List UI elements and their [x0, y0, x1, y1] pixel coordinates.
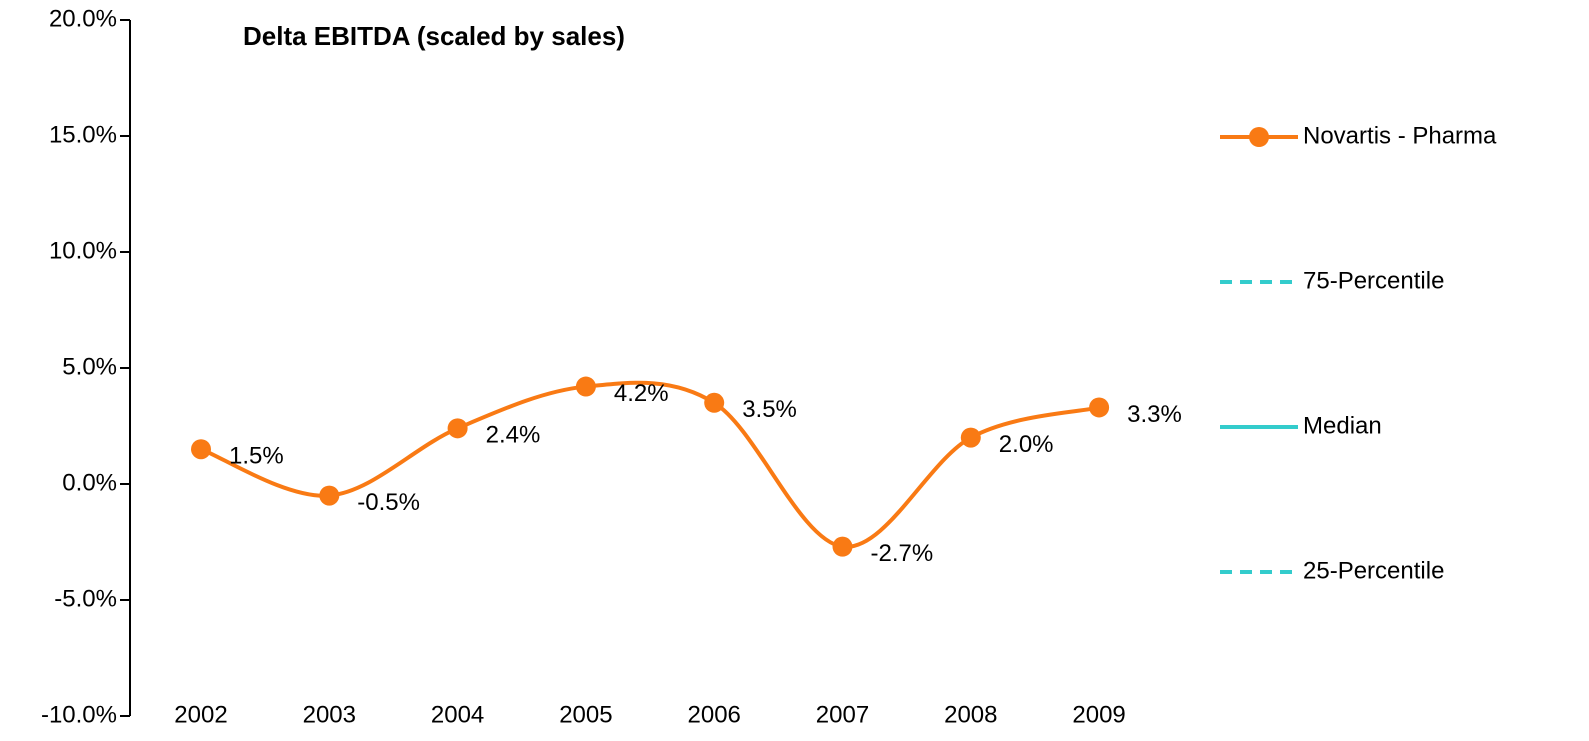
data-label: 3.5%: [742, 396, 797, 423]
y-tick-label: -10.0%: [41, 701, 117, 728]
data-point: [319, 485, 340, 506]
legend-label: Novartis - Pharma: [1303, 122, 1497, 149]
data-point: [704, 392, 725, 413]
legend-marker: [1249, 127, 1269, 147]
y-tick-label: 20.0%: [49, 5, 117, 32]
data-label: 2.4%: [486, 422, 541, 449]
data-point: [960, 427, 981, 448]
data-label: 1.5%: [229, 443, 284, 470]
data-point: [1089, 397, 1110, 418]
x-tick-label: 2007: [816, 701, 869, 728]
legend-label: Median: [1303, 412, 1382, 439]
data-point: [832, 536, 853, 557]
y-tick-label: 0.0%: [62, 469, 117, 496]
data-point: [191, 439, 211, 460]
x-tick-label: 2004: [431, 701, 484, 728]
legend-label: 25-Percentile: [1303, 557, 1444, 584]
data-label: 2.0%: [999, 431, 1054, 458]
x-tick-label: 2003: [303, 701, 356, 728]
x-tick-label: 2006: [688, 701, 741, 728]
data-point: [447, 418, 468, 439]
data-label: 3.3%: [1127, 401, 1182, 428]
x-tick-label: 2008: [944, 701, 997, 728]
y-tick-label: 10.0%: [49, 237, 117, 264]
data-label: -2.7%: [871, 540, 934, 567]
x-tick-label: 2009: [1072, 701, 1125, 728]
chart-title: Delta EBITDA (scaled by sales): [243, 21, 625, 51]
data-point: [575, 376, 596, 397]
y-tick-label: 5.0%: [62, 353, 117, 380]
series-line: [200, 380, 1100, 549]
legend-label: 75-Percentile: [1303, 267, 1444, 294]
data-label: -0.5%: [357, 489, 420, 516]
y-tick-label: -5.0%: [54, 585, 117, 612]
y-tick-label: 15.0%: [49, 121, 117, 148]
data-label: 4.2%: [614, 380, 669, 407]
x-tick-label: 2005: [559, 701, 612, 728]
x-tick-label: 2002: [174, 701, 227, 728]
